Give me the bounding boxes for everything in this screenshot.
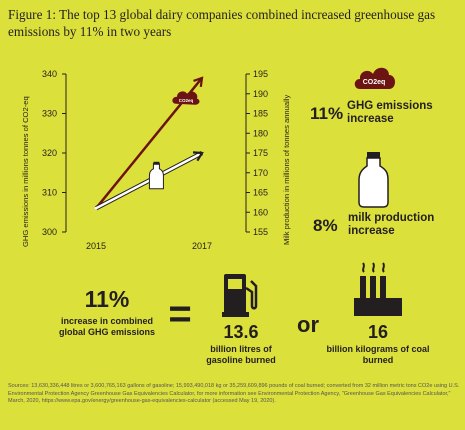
y-right-tick-label: 180	[253, 128, 268, 138]
milk-bottle-icon	[358, 152, 389, 208]
coal-factory-icon	[354, 262, 402, 316]
coal-value: 16	[367, 322, 389, 342]
equivalence-percent-label: increase in combined global GHG emission…	[58, 316, 156, 337]
y-left-tick-label: 340	[42, 69, 57, 79]
ghg-increase-label: GHG emissions increase	[347, 100, 433, 125]
or-label: or	[297, 312, 319, 337]
co2-cloud-text: CO2eq	[363, 79, 386, 86]
x-tick-label: 2015	[86, 241, 106, 251]
chart-co2-cloud-text: CO2eq	[179, 98, 194, 103]
y-right-tick-label: 195	[253, 69, 268, 79]
fuel-pump-icon	[222, 274, 258, 317]
y-right-tick-label: 175	[253, 148, 268, 158]
y-left-tick-label: 310	[42, 188, 57, 198]
co2-cloud-icon: CO2eq	[354, 67, 395, 89]
y-right-tick-label: 185	[253, 109, 268, 119]
gasoline-label: billion litres of gasoline burned	[206, 344, 276, 365]
chart-co2-cloud-icon	[172, 91, 200, 105]
gasoline-value: 13.6	[223, 322, 259, 342]
equals-sign: =	[168, 292, 192, 336]
y-right-tick-label: 190	[253, 89, 268, 99]
chart-milk-bottle-cap	[153, 161, 160, 165]
series-arrowhead	[192, 151, 204, 162]
y-right-tick-label: 155	[253, 227, 268, 237]
equivalence-percent: 11%	[84, 286, 130, 312]
y-right-tick-label: 170	[253, 168, 268, 178]
sources-note: Sources: 13,630,336,448 litres or 3,600,…	[8, 383, 460, 405]
series-point	[94, 206, 98, 210]
coal-label: billion kilograms of coal burned	[326, 344, 430, 365]
series-arrowhead	[193, 76, 204, 88]
figure-title: Figure 1: The top 13 global dairy compan…	[8, 7, 436, 39]
y-left-tick-label: 320	[42, 148, 57, 158]
milk-increase-percent: 8%	[313, 216, 338, 235]
y-right-tick-label: 160	[253, 207, 268, 217]
y-left-tick-label: 330	[42, 109, 57, 119]
y-right-tick-label: 165	[253, 188, 268, 198]
y-left-tick-label: 300	[42, 227, 57, 237]
ghg-increase-percent: 11%	[310, 104, 344, 123]
milk-increase-label: milk production increase	[348, 212, 435, 237]
chart-milk-bottle-icon	[148, 163, 164, 190]
x-tick-label: 2017	[192, 241, 212, 251]
dual-axis-line-chart: 300 310 320 330 340 155 160 165 170 175 180 185 190 1…	[42, 69, 268, 251]
